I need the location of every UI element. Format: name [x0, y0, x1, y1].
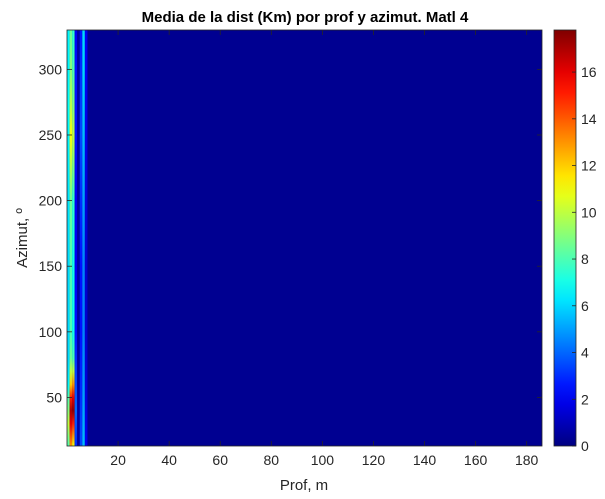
- x-tick-label: 140: [413, 452, 437, 468]
- colorbar-tick-label: 12: [581, 158, 597, 174]
- colorbar-tick-label: 0: [581, 438, 589, 454]
- colorbar-tick-label: 6: [581, 298, 589, 314]
- colorbar-tick-label: 14: [581, 111, 597, 127]
- plot-frame: [66, 29, 543, 447]
- y-tick-label: 300: [39, 61, 63, 77]
- x-tick-label: 160: [464, 452, 488, 468]
- heatmap-background: [67, 30, 542, 446]
- heatmap-column: [77, 30, 80, 446]
- heatmap-column: [69, 30, 73, 446]
- heatmap-column: [79, 30, 83, 446]
- heatmap-column: [84, 30, 88, 446]
- x-tick-label: 120: [362, 452, 386, 468]
- y-tick-label: 150: [39, 258, 63, 274]
- chart-title: Media de la dist (Km) por prof y azimut.…: [142, 9, 469, 26]
- heatmap-column: [82, 30, 85, 446]
- x-tick-label: 180: [515, 452, 539, 468]
- colorbar-tick-label: 8: [581, 251, 589, 267]
- y-axis: 50 100 150 200 250 300: [39, 61, 542, 405]
- x-axis-label: Prof, m: [280, 477, 328, 494]
- colorbar-tick-label: 4: [581, 345, 589, 361]
- x-tick-label: 60: [212, 452, 228, 468]
- heatmap-column: [67, 30, 70, 446]
- x-axis: 20 40 60 80 100 120 140 160 180: [110, 30, 539, 468]
- y-tick-label: 250: [39, 127, 63, 143]
- colorbar-axis: 0 2 4 6 8 10 12 14 16: [572, 64, 597, 454]
- x-tick-label: 20: [110, 452, 126, 468]
- x-tick-label: 80: [264, 452, 280, 468]
- plot-area: [67, 30, 542, 446]
- colorbar-tick-label: 10: [581, 204, 597, 220]
- y-axis-label: Azimut, º: [14, 208, 31, 268]
- colorbar: [553, 29, 577, 447]
- y-tick-label: 100: [39, 324, 63, 340]
- colorbar-tick-label: 2: [581, 391, 589, 407]
- y-tick-label: 50: [46, 389, 62, 405]
- colorbar-tick-label: 16: [581, 64, 597, 80]
- heatmap-column: [74, 30, 78, 446]
- heatmap-column: [72, 30, 75, 446]
- y-tick-label: 200: [39, 193, 63, 209]
- x-tick-label: 100: [311, 452, 335, 468]
- x-tick-label: 40: [161, 452, 177, 468]
